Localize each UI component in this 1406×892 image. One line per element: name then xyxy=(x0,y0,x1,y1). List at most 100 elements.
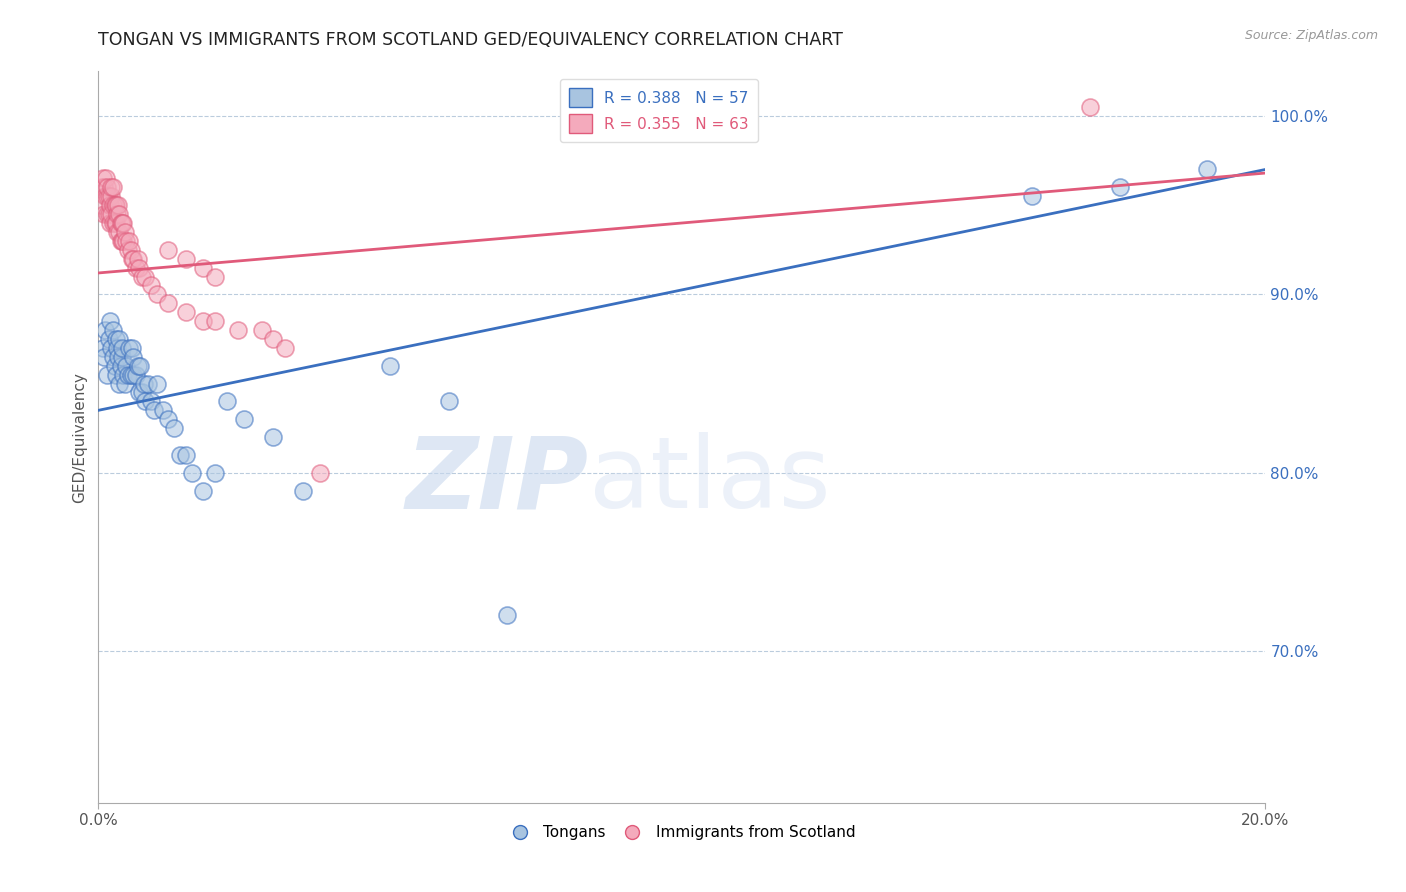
Point xyxy=(380,359,402,373)
Point xyxy=(91,171,114,186)
Point xyxy=(146,376,169,391)
Point xyxy=(204,269,226,284)
Point xyxy=(117,368,139,382)
Point xyxy=(128,385,150,400)
Point xyxy=(127,252,149,266)
Point xyxy=(157,243,180,257)
Point xyxy=(96,189,118,203)
Point xyxy=(90,180,112,194)
Point xyxy=(110,216,132,230)
Point xyxy=(233,412,256,426)
Point xyxy=(111,216,134,230)
Point xyxy=(104,359,127,373)
Point xyxy=(134,269,156,284)
Point xyxy=(100,180,122,194)
Point xyxy=(101,216,124,230)
Point xyxy=(100,189,122,203)
Point xyxy=(139,278,162,293)
Point xyxy=(101,198,124,212)
Point xyxy=(105,341,128,355)
Point xyxy=(193,260,215,275)
Point xyxy=(1195,162,1218,177)
Point xyxy=(437,394,460,409)
Point xyxy=(157,296,180,310)
Point xyxy=(120,368,142,382)
Point xyxy=(122,252,145,266)
Point xyxy=(228,323,250,337)
Point xyxy=(250,323,273,337)
Point xyxy=(193,314,215,328)
Point xyxy=(104,216,127,230)
Point xyxy=(98,198,121,212)
Point xyxy=(180,466,202,480)
Point xyxy=(107,350,129,364)
Text: atlas: atlas xyxy=(589,433,830,530)
Point xyxy=(122,368,145,382)
Point xyxy=(496,608,519,623)
Point xyxy=(115,359,138,373)
Point xyxy=(93,350,115,364)
Point xyxy=(169,448,191,462)
Point xyxy=(131,385,153,400)
Point xyxy=(114,225,136,239)
Point xyxy=(100,341,122,355)
Point xyxy=(110,234,132,248)
Point xyxy=(111,234,134,248)
Point xyxy=(120,243,142,257)
Point xyxy=(262,430,284,444)
Point xyxy=(163,421,186,435)
Point xyxy=(108,225,131,239)
Point xyxy=(274,341,297,355)
Point xyxy=(111,368,134,382)
Point xyxy=(157,412,180,426)
Point xyxy=(90,198,112,212)
Point xyxy=(97,332,120,346)
Point xyxy=(215,394,238,409)
Point xyxy=(101,350,124,364)
Point xyxy=(114,376,136,391)
Point xyxy=(174,252,197,266)
Point xyxy=(93,207,115,221)
Point xyxy=(91,341,114,355)
Point xyxy=(108,207,131,221)
Point xyxy=(118,234,141,248)
Point xyxy=(104,198,127,212)
Point xyxy=(94,189,117,203)
Point xyxy=(98,216,121,230)
Point xyxy=(93,180,115,194)
Point xyxy=(100,207,122,221)
Point xyxy=(174,448,197,462)
Point xyxy=(174,305,197,319)
Point xyxy=(108,332,131,346)
Point xyxy=(117,243,139,257)
Point xyxy=(262,332,284,346)
Point xyxy=(111,350,134,364)
Point xyxy=(94,171,117,186)
Point xyxy=(125,368,148,382)
Point xyxy=(97,207,120,221)
Point xyxy=(98,314,121,328)
Point xyxy=(204,314,226,328)
Point xyxy=(111,216,134,230)
Point xyxy=(139,394,162,409)
Point xyxy=(104,332,127,346)
Point xyxy=(1108,180,1130,194)
Y-axis label: GED/Equivalency: GED/Equivalency xyxy=(72,372,87,502)
Point xyxy=(97,189,120,203)
Point xyxy=(104,198,127,212)
Point xyxy=(122,350,145,364)
Point xyxy=(104,368,127,382)
Point xyxy=(111,234,134,248)
Point xyxy=(110,359,132,373)
Point xyxy=(146,287,169,301)
Point xyxy=(125,260,148,275)
Point xyxy=(127,359,149,373)
Point xyxy=(291,483,314,498)
Point xyxy=(121,341,143,355)
Point xyxy=(121,252,143,266)
Point xyxy=(204,466,226,480)
Point xyxy=(193,483,215,498)
Point xyxy=(105,207,128,221)
Point xyxy=(309,466,332,480)
Text: TONGAN VS IMMIGRANTS FROM SCOTLAND GED/EQUIVALENCY CORRELATION CHART: TONGAN VS IMMIGRANTS FROM SCOTLAND GED/E… xyxy=(98,31,844,49)
